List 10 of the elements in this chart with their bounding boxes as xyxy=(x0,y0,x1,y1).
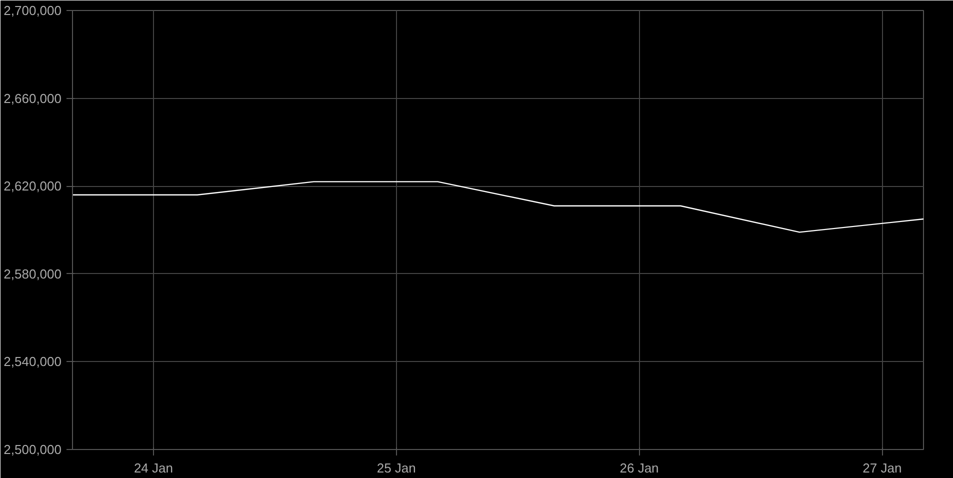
y-tick-label: 2,540,000 xyxy=(4,354,62,370)
x-tick-label: 27 Jan xyxy=(862,460,902,476)
y-tick-label: 2,500,000 xyxy=(4,442,62,457)
x-tick-label: 24 Jan xyxy=(134,460,173,476)
y-tick-label: 2,700,000 xyxy=(4,3,62,18)
y-tick-label: 2,660,000 xyxy=(4,90,62,106)
y-tick-label: 2,580,000 xyxy=(4,266,62,282)
x-tick-label: 25 Jan xyxy=(376,460,416,476)
y-tick-label: 2,620,000 xyxy=(4,178,62,194)
x-tick-label: 26 Jan xyxy=(620,460,659,476)
